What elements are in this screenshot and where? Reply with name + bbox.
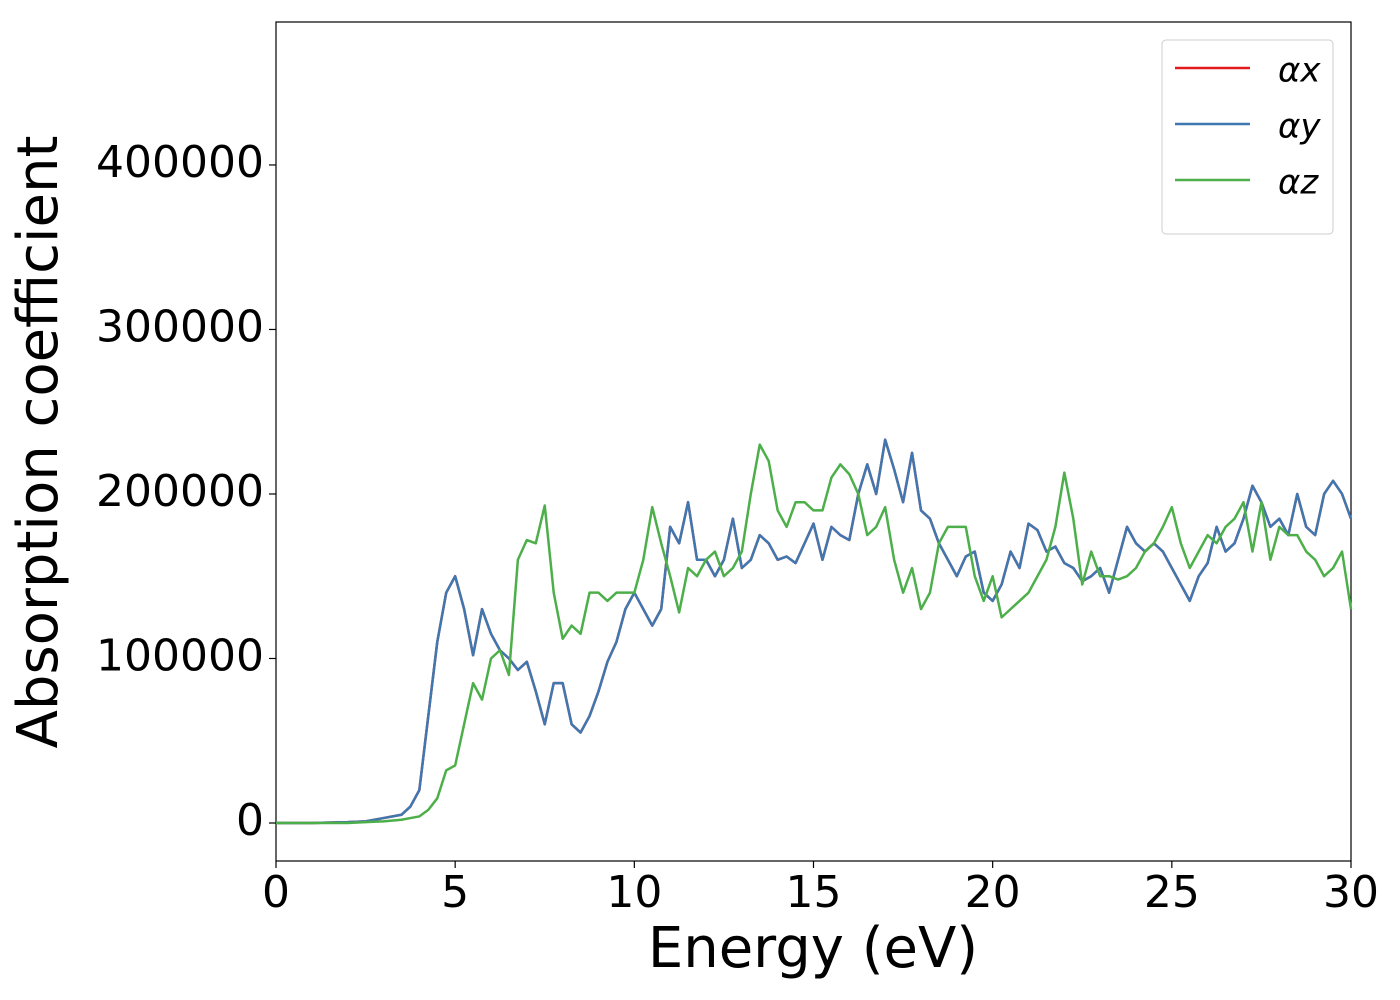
series-line (276, 438, 1353, 825)
x-tick-label: 0 (262, 867, 290, 918)
x-tick-label: 10 (606, 867, 662, 918)
y-tick-label: 0 (236, 795, 264, 846)
x-tick-label: 15 (786, 867, 842, 918)
legend-label: αy (1278, 107, 1321, 147)
legend-box (1161, 39, 1334, 235)
x-tick-label: 20 (965, 867, 1021, 918)
y-tick-label: 300000 (96, 301, 264, 352)
x-tick-label: 5 (441, 867, 469, 918)
series-line (276, 438, 1353, 825)
x-tick-label: 30 (1323, 867, 1379, 918)
x-axis-label: Energy (eV) (648, 916, 978, 981)
series-line (276, 443, 1353, 825)
legend-label: αx (1278, 51, 1321, 91)
legend-label: αz (1278, 163, 1319, 203)
y-axis-label: Absorption coefficient (6, 136, 71, 749)
y-tick-label: 200000 (96, 466, 264, 517)
y-tick-label: 100000 (96, 630, 264, 681)
x-tick-label: 25 (1144, 867, 1200, 918)
y-tick-label: 400000 (96, 137, 264, 188)
